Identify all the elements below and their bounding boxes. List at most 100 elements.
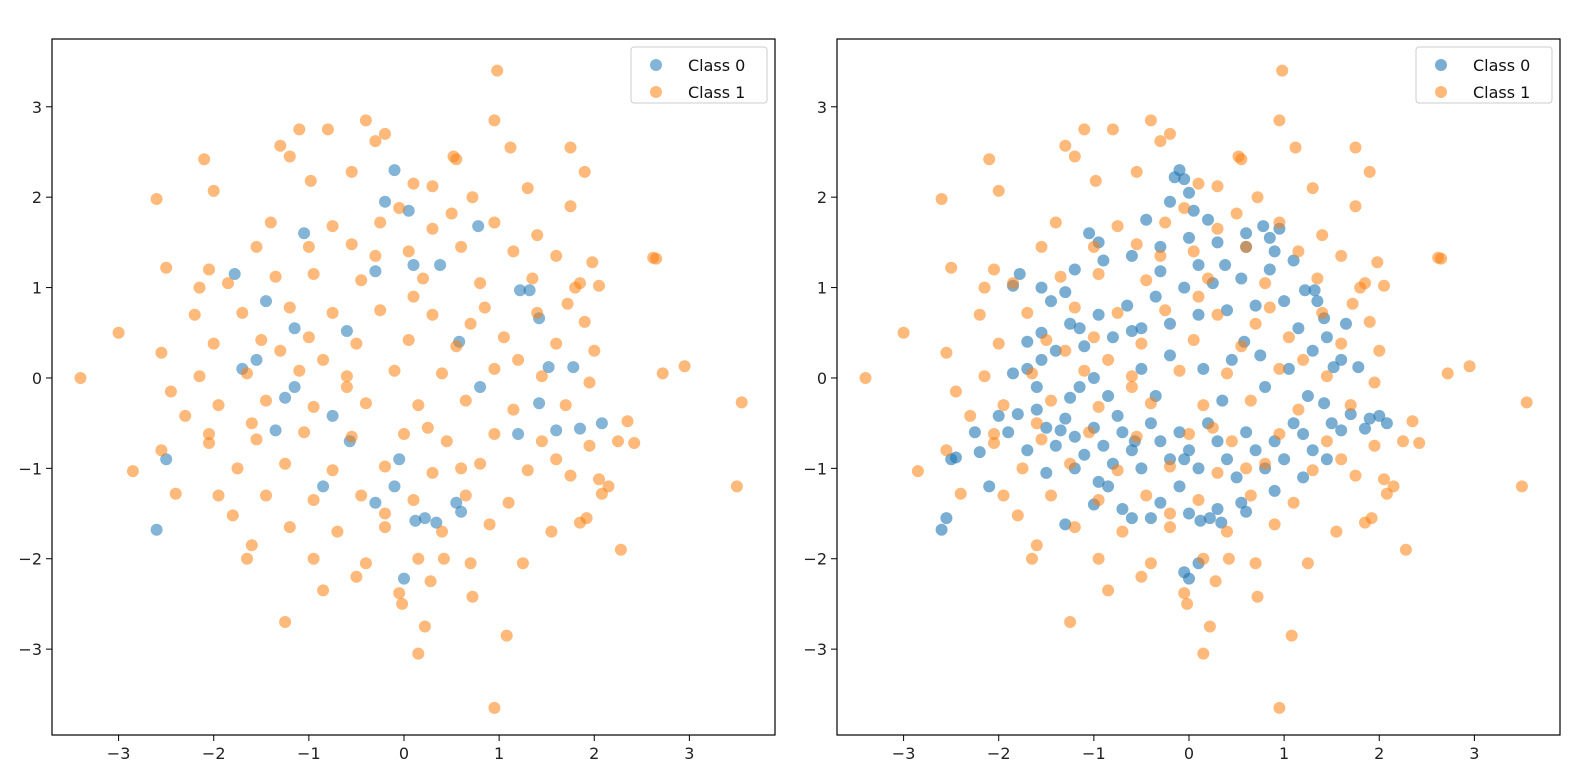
point-class-0-22	[1035, 353, 1048, 366]
point-class-0-10	[523, 284, 536, 297]
point-class-1-6	[614, 543, 627, 556]
point-class-1-19	[504, 141, 517, 154]
y-tick-label: 0	[817, 369, 827, 388]
point-class-0-5	[228, 268, 241, 280]
point-class-1-79	[488, 216, 501, 229]
point-class-1-76	[326, 220, 339, 233]
point-class-1-141	[279, 457, 292, 470]
point-class-1-30	[426, 180, 439, 193]
point-class-1-114	[193, 370, 206, 383]
point-class-1-82	[1087, 240, 1100, 253]
point-class-1-46	[169, 487, 182, 500]
point-class-1-67	[574, 516, 586, 529]
point-class-0-145	[1197, 362, 1210, 375]
point-class-1-16	[1078, 123, 1091, 136]
y-tick-label: 2	[32, 188, 42, 207]
point-class-1-162	[464, 557, 477, 570]
point-class-0-9	[1013, 268, 1026, 280]
point-class-1-89	[1054, 270, 1067, 283]
point-class-1-59	[500, 629, 513, 642]
point-class-1-84	[1187, 245, 1200, 258]
point-class-0-77	[1221, 453, 1233, 466]
point-class-1-90	[1092, 268, 1105, 280]
point-class-0-13	[1192, 259, 1205, 271]
point-class-0-130	[1211, 503, 1224, 515]
y-tick-label: −3	[18, 640, 42, 659]
point-class-0-66	[1116, 426, 1129, 439]
point-class-1-20	[1349, 141, 1362, 154]
point-class-0-14	[1219, 259, 1232, 271]
point-class-0-9	[514, 284, 526, 297]
point-class-0-157	[1168, 171, 1181, 184]
point-class-1-145	[1259, 457, 1272, 470]
point-class-1-136	[1225, 435, 1238, 448]
point-class-1-120	[488, 362, 501, 375]
point-class-0-6	[1263, 231, 1276, 244]
point-class-0-64	[1097, 439, 1110, 452]
point-class-1-28	[304, 174, 317, 187]
point-class-1-121	[1320, 370, 1333, 383]
point-class-1-31	[1349, 200, 1362, 213]
point-class-0-49	[940, 512, 953, 525]
point-class-0-113	[1068, 263, 1081, 276]
point-class-1-90	[307, 268, 320, 280]
point-class-0-127	[1116, 503, 1129, 515]
point-class-1-133	[298, 426, 311, 439]
point-class-1-29	[1192, 177, 1205, 190]
point-class-0-40	[1154, 496, 1167, 509]
x-tick-label: 1	[1279, 744, 1289, 763]
point-class-1-168	[274, 344, 287, 357]
point-class-1-37	[586, 256, 599, 269]
point-class-0-32	[317, 480, 330, 493]
point-class-1-13	[1273, 114, 1286, 127]
point-class-0-136	[1297, 471, 1310, 484]
legend: Class 0 Class 1	[1415, 46, 1553, 104]
point-class-0-70	[1154, 435, 1167, 448]
point-class-0-111	[1320, 331, 1333, 344]
point-class-0-86	[1325, 417, 1338, 430]
point-class-1-163	[340, 381, 353, 393]
point-class-1-0	[74, 372, 87, 384]
point-class-0-32	[1380, 417, 1393, 430]
point-class-1-144	[426, 466, 439, 479]
legend-label-class-1: Class 1	[1473, 83, 1530, 102]
point-class-1-155	[331, 525, 344, 538]
point-class-1-128	[1244, 394, 1257, 407]
point-class-1-34	[203, 263, 215, 276]
point-class-1-169	[455, 462, 468, 475]
point-class-0-19	[567, 361, 580, 374]
point-class-0-31	[393, 453, 406, 466]
data-points	[74, 64, 748, 714]
point-class-1-12	[1276, 64, 1289, 77]
point-class-1-45	[155, 444, 168, 457]
point-class-1-73	[393, 202, 406, 214]
point-class-1-64	[1222, 552, 1235, 565]
point-class-1-142	[326, 464, 339, 477]
point-class-1-146	[521, 464, 534, 477]
point-class-0-147	[1254, 349, 1267, 362]
point-class-0-88	[1363, 412, 1376, 425]
axes-frame	[51, 38, 776, 736]
point-class-1-14	[359, 114, 372, 127]
point-class-0-106	[1249, 299, 1262, 312]
point-class-1-17	[1106, 123, 1119, 136]
point-class-1-136	[440, 435, 453, 448]
point-class-1-164	[1249, 317, 1262, 330]
point-class-1-19	[1289, 141, 1302, 154]
point-class-1-12	[491, 64, 504, 77]
point-class-0-69	[1144, 417, 1157, 430]
point-class-0-124	[1202, 213, 1214, 226]
point-class-0-112	[1335, 353, 1348, 366]
point-class-1-148	[1045, 489, 1057, 502]
point-class-1-80	[1316, 229, 1329, 242]
point-class-1-101	[426, 308, 439, 321]
point-class-1-96	[973, 308, 986, 321]
point-class-1-86	[507, 245, 520, 258]
point-class-1-27	[1251, 191, 1264, 204]
point-class-1-56	[1197, 647, 1210, 660]
point-class-0-95	[1092, 308, 1105, 321]
point-class-0-47	[949, 451, 962, 464]
point-class-1-44	[179, 409, 192, 422]
point-class-1-35	[978, 281, 991, 294]
point-class-1-61	[424, 575, 437, 588]
